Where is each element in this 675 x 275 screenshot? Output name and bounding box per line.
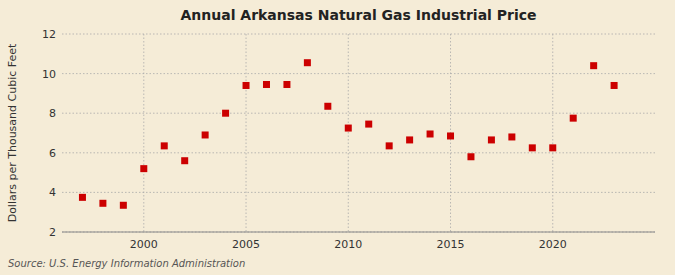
point xyxy=(304,59,311,66)
point xyxy=(590,62,597,69)
x-tick-label: 2000 xyxy=(130,238,158,251)
point xyxy=(406,136,413,143)
x-grid-line xyxy=(348,34,349,232)
point xyxy=(181,157,188,164)
point xyxy=(99,200,106,207)
y-tick-label: 12 xyxy=(42,28,56,41)
point xyxy=(611,82,618,89)
point xyxy=(222,110,229,117)
point xyxy=(345,125,352,132)
y-grid-line xyxy=(62,152,655,153)
point xyxy=(467,153,474,160)
point xyxy=(508,133,515,140)
chart-container: Annual Arkansas Natural Gas Industrial P… xyxy=(0,0,675,275)
point xyxy=(365,121,372,128)
y-grid-line xyxy=(62,113,655,114)
point xyxy=(263,81,270,88)
x-tick-label: 2015 xyxy=(437,238,465,251)
tick-labels: 2 4 6 8 10 12 2000 2005 2010 2015 2020 xyxy=(42,28,567,251)
point xyxy=(202,131,209,138)
x-grid-line xyxy=(143,34,144,232)
point xyxy=(161,142,168,149)
point xyxy=(283,81,290,88)
y-tick-label: 10 xyxy=(42,68,56,81)
x-axis-line xyxy=(62,232,655,233)
y-tick-label: 6 xyxy=(49,147,56,160)
y-tick-label: 2 xyxy=(49,226,56,239)
x-grid-line xyxy=(552,34,553,232)
grid xyxy=(62,34,655,232)
x-tick-label: 2020 xyxy=(539,238,567,251)
y-tick-label: 8 xyxy=(49,107,56,120)
title: Annual Arkansas Natural Gas Industrial P… xyxy=(180,7,536,23)
y-grid-line xyxy=(62,34,655,35)
point xyxy=(529,144,536,151)
x-grid-line xyxy=(246,34,247,232)
point xyxy=(386,142,393,149)
point xyxy=(549,144,556,151)
x-tick-label: 2005 xyxy=(232,238,260,251)
point xyxy=(140,165,147,172)
chart: Annual Arkansas Natural Gas Industrial P… xyxy=(0,0,675,275)
x-tick-label: 2010 xyxy=(334,238,362,251)
y-grid-line xyxy=(62,232,655,233)
y-axis-label: Dollars per Thousand Cubic Feet xyxy=(6,43,19,222)
point xyxy=(447,132,454,139)
points xyxy=(79,59,618,209)
source-note: Source: U.S. Energy Information Administ… xyxy=(8,258,245,269)
point xyxy=(570,115,577,122)
point xyxy=(79,194,86,201)
point xyxy=(488,136,495,143)
point xyxy=(120,202,127,209)
point xyxy=(427,130,434,137)
point xyxy=(243,82,250,89)
y-tick-label: 4 xyxy=(49,186,56,199)
y-grid-line xyxy=(62,192,655,193)
point xyxy=(324,103,331,110)
y-grid-line xyxy=(62,73,655,74)
